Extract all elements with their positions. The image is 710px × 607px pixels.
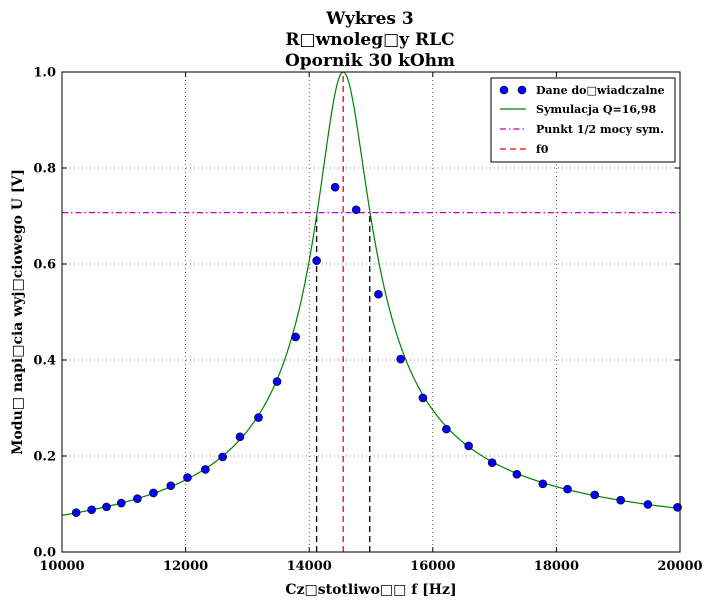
chart-title-line-1: Wykres 3 — [325, 9, 413, 29]
legend-entry-half-power: Punkt 1/2 mocy sym. — [500, 123, 664, 136]
data-point — [643, 500, 653, 509]
data-point — [166, 481, 176, 491]
plot-area — [61, 71, 682, 552]
y-tick-label: 0.8 — [33, 162, 56, 177]
chart-title-line-3: Opornik 30 kOhm — [285, 51, 455, 71]
data-point — [616, 495, 625, 505]
y-tick-label: 0.0 — [33, 546, 56, 561]
data-point — [563, 484, 572, 494]
data-point — [374, 289, 383, 299]
data-point — [218, 452, 227, 462]
data-point — [442, 424, 451, 434]
legend-label-half-power: Punkt 1/2 mocy sym. — [536, 123, 664, 136]
data-point — [133, 494, 142, 504]
data-point — [201, 465, 210, 474]
data-point — [272, 377, 282, 386]
data-point — [149, 488, 158, 498]
x-tick-label: 14000 — [287, 559, 332, 574]
x-tick-label: 10000 — [39, 559, 84, 574]
axes-frame — [61, 71, 681, 553]
data-point — [102, 502, 111, 512]
x-axis-label: Cz□stotliwo□□ f [Hz] — [285, 582, 456, 598]
legend-entry-f0: f0 — [500, 143, 549, 156]
data-point — [418, 393, 428, 403]
data-point — [87, 505, 96, 515]
data-point — [351, 205, 361, 215]
data-point — [291, 332, 300, 342]
data-point — [312, 256, 321, 265]
axis-ticks: 10000 12000 14000 16000 18000 20000 0.0 0.2 0.4 0… — [33, 66, 702, 575]
data-point — [464, 441, 473, 451]
x-tick-label: 20000 — [657, 559, 702, 574]
data-point — [487, 458, 497, 468]
data-point — [183, 473, 192, 482]
data-point — [590, 490, 600, 500]
data-point — [235, 432, 245, 442]
y-tick-label: 0.6 — [33, 258, 56, 273]
chart-title: Wykres 3 R□wnoleg□y RLC Opornik 30 kOhm — [285, 9, 455, 71]
y-tick-label: 0.4 — [33, 354, 56, 369]
x-tick-label: 16000 — [410, 559, 455, 574]
y-axis-label: Modu□ napi□cia wyj□ciowego U [V] — [10, 169, 26, 455]
x-tick-label: 18000 — [534, 559, 579, 574]
legend-marker-data-2 — [517, 85, 527, 95]
legend: Dane do□wiadczalne Symulacja Q=16,98 Pun… — [490, 77, 676, 163]
data-point — [254, 413, 263, 422]
simulation-curve — [61, 71, 681, 516]
data-point — [512, 469, 522, 479]
data-point — [330, 182, 340, 192]
data-point — [117, 498, 126, 508]
legend-marker-data — [499, 85, 509, 95]
legend-label-data: Dane do□wiadczalne — [536, 84, 665, 97]
data-point — [71, 508, 81, 517]
y-tick-label: 1.0 — [33, 66, 56, 81]
data-point — [396, 354, 405, 364]
chart-title-line-2: R□wnoleg□y RLC — [285, 30, 454, 50]
legend-entry-simulation: Symulacja Q=16,98 — [500, 103, 657, 116]
data-point — [538, 479, 548, 489]
x-tick-label: 12000 — [163, 559, 208, 574]
legend-label-simulation: Symulacja Q=16,98 — [536, 103, 657, 116]
legend-entry-data: Dane do□wiadczalne — [499, 84, 665, 97]
y-tick-label: 0.2 — [33, 450, 56, 465]
legend-label-f0: f0 — [536, 143, 549, 156]
